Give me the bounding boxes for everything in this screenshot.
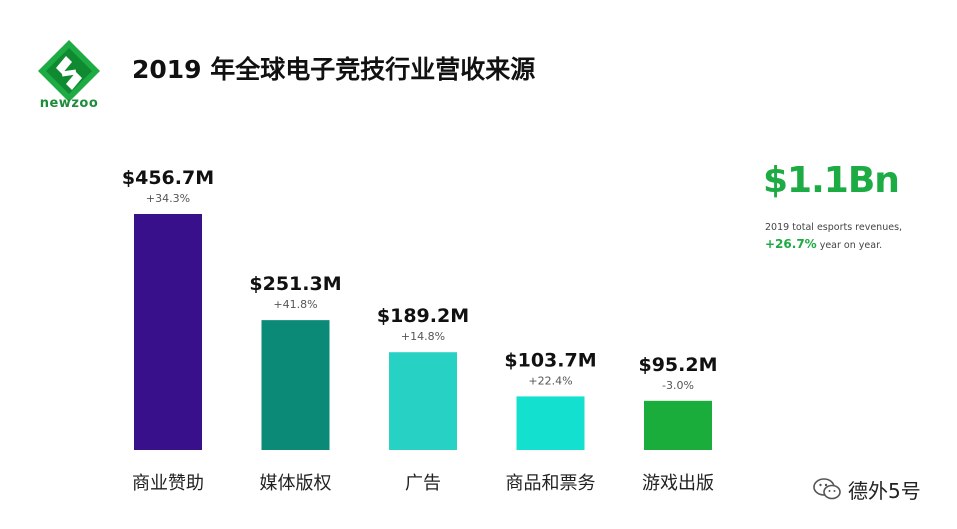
category-label: 商品和票务: [506, 473, 596, 494]
total-caption: 2019 total esports revenues, +26.7% year…: [765, 219, 945, 254]
total-growth-line: +26.7% year on year.: [765, 236, 945, 254]
bar: [134, 214, 202, 450]
wechat-icon: [813, 478, 841, 500]
category-label: 媒体版权: [260, 473, 332, 494]
watermark: 德外5号: [812, 474, 921, 504]
bar: [516, 396, 585, 450]
value-label: $456.7M: [122, 167, 214, 189]
value-label: $251.3M: [249, 273, 341, 295]
growth-label: +14.8%: [401, 330, 445, 343]
value-label: $95.2M: [638, 354, 717, 376]
growth-label: +41.8%: [273, 298, 317, 311]
value-label: $103.7M: [504, 349, 596, 371]
watermark-text: 德外5号: [848, 478, 921, 503]
newzoo-logo-icon: [38, 40, 100, 102]
bar: [389, 352, 457, 450]
page-title: 2019 年全球电子竞技行业营收来源: [132, 55, 536, 84]
total-revenue: $1.1Bn: [763, 160, 900, 201]
growth-label: -3.0%: [662, 379, 694, 392]
total-growth: +26.7%: [765, 237, 817, 251]
bar: [261, 320, 330, 450]
category-label: 广告: [405, 473, 441, 494]
growth-label: +22.4%: [528, 374, 572, 387]
bar: [644, 400, 712, 450]
brand-name: newzoo: [39, 96, 99, 111]
total-caption-text: 2019 total esports revenues,: [765, 222, 903, 233]
category-label: 商业赞助: [132, 473, 204, 494]
category-label: 游戏出版: [642, 473, 714, 494]
value-label: $189.2M: [377, 305, 469, 327]
total-growth-suffix: year on year.: [816, 240, 883, 251]
growth-label: +34.3%: [146, 192, 190, 205]
